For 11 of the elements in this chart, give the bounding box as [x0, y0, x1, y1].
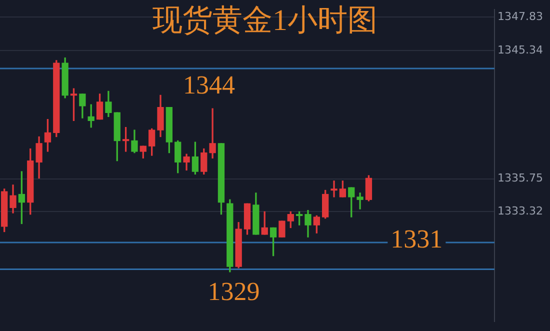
- candlestick: [209, 108, 216, 158]
- y-tick-label: 1345.34: [498, 43, 544, 56]
- y-tick-label: 1335.75: [498, 172, 544, 185]
- ref-line-label: 1344: [182, 70, 235, 100]
- candlestick: [330, 180, 338, 198]
- chart-title: 现货黄金1小时图: [152, 4, 378, 37]
- y-tick-label: 1333.32: [498, 204, 544, 218]
- candlestick: [356, 192, 364, 210]
- ref-line-label: 1329: [208, 277, 260, 306]
- ref-line-label: 1331: [390, 224, 443, 254]
- y-tick-label: 1347.83: [498, 10, 544, 24]
